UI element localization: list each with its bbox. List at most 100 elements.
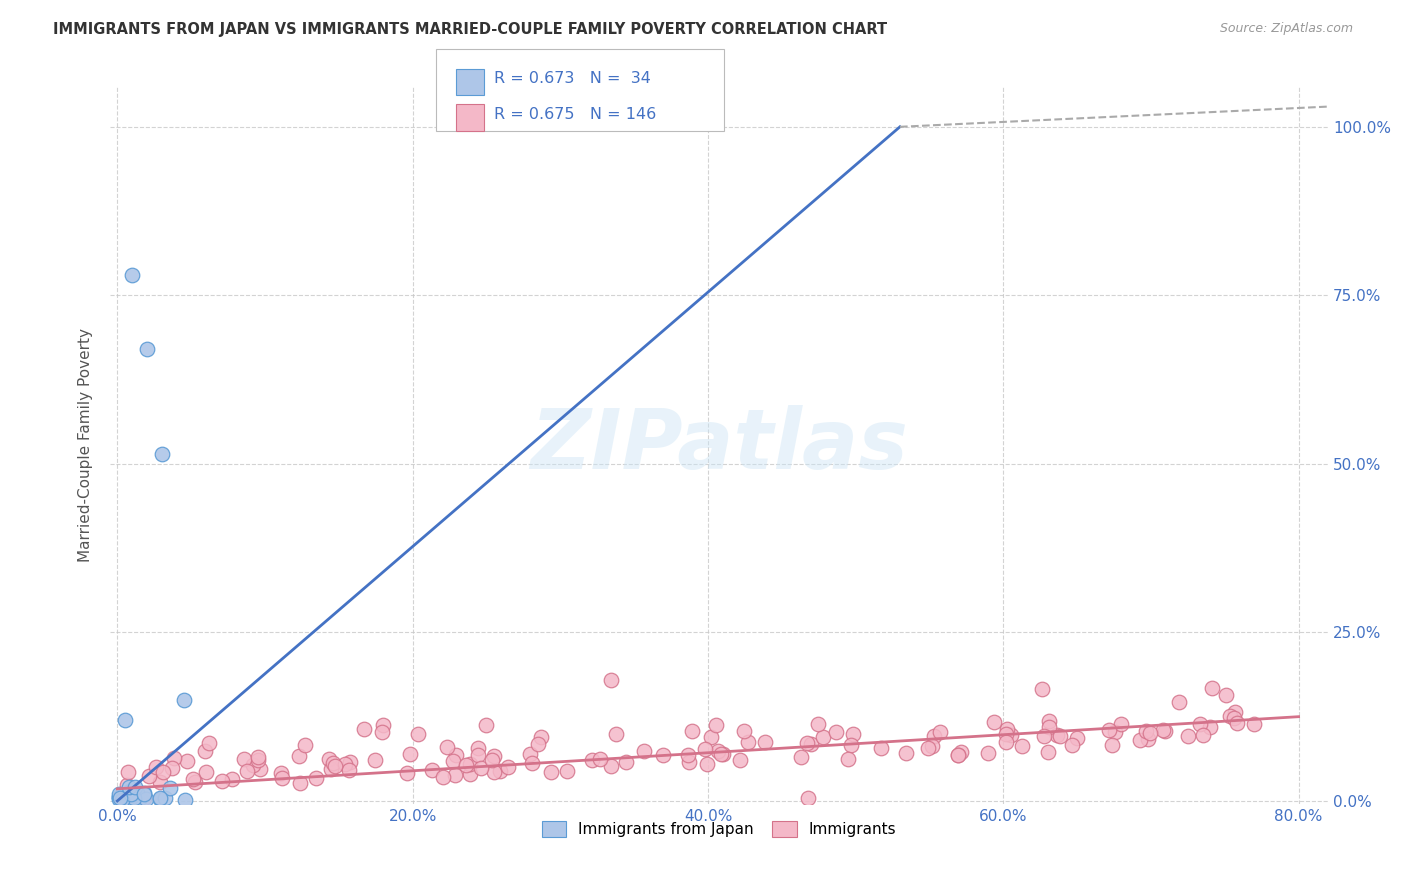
Point <box>807 717 830 731</box>
Point <box>458 757 481 772</box>
Point <box>111 791 134 805</box>
Point <box>1098 723 1121 737</box>
Point <box>921 739 943 754</box>
Point <box>633 744 655 758</box>
Point <box>371 725 394 739</box>
Point <box>115 778 138 792</box>
Point <box>149 791 172 805</box>
Point <box>1101 738 1123 752</box>
Point <box>693 741 716 756</box>
Point <box>519 747 541 762</box>
Point <box>527 737 550 751</box>
Point <box>733 723 755 738</box>
Point <box>145 760 167 774</box>
Point <box>1188 716 1211 731</box>
Point <box>1219 709 1241 723</box>
Point <box>796 736 818 750</box>
Point <box>482 764 505 779</box>
Point <box>1137 731 1160 746</box>
Point <box>651 748 673 763</box>
Point <box>1243 717 1265 731</box>
Point <box>1111 717 1133 731</box>
Text: Source: ZipAtlas.com: Source: ZipAtlas.com <box>1219 22 1353 36</box>
Point <box>242 758 264 772</box>
Point <box>711 747 734 761</box>
Point <box>482 749 505 764</box>
Point <box>710 747 733 761</box>
Point <box>700 731 723 745</box>
Point <box>496 760 519 774</box>
Point <box>983 715 1005 730</box>
Point <box>120 787 142 801</box>
Point <box>117 788 139 802</box>
Point <box>271 771 294 785</box>
Point <box>118 780 141 795</box>
Point <box>118 791 141 805</box>
Point <box>977 746 1000 760</box>
Point <box>737 735 759 749</box>
Point <box>288 775 311 789</box>
Point <box>917 741 939 756</box>
Point <box>530 730 553 744</box>
Point <box>1223 705 1246 719</box>
Point <box>194 744 217 758</box>
Point <box>135 792 157 806</box>
Point <box>114 789 136 804</box>
Point <box>605 727 627 741</box>
Point <box>149 775 172 789</box>
Point <box>994 735 1017 749</box>
Point <box>600 673 623 687</box>
Point <box>322 756 344 771</box>
Point <box>111 793 134 807</box>
Point <box>160 761 183 775</box>
Point <box>173 693 195 707</box>
Point <box>441 754 464 768</box>
Point <box>614 755 637 769</box>
Point <box>841 739 863 753</box>
Point <box>176 754 198 768</box>
Point <box>132 787 155 801</box>
Point <box>444 748 467 763</box>
Point <box>555 764 578 778</box>
Point <box>948 747 970 762</box>
Point <box>458 767 481 781</box>
Point <box>233 752 256 766</box>
Point <box>118 784 141 798</box>
Point <box>1135 724 1157 739</box>
Point <box>108 791 131 805</box>
Point <box>107 787 129 801</box>
Point <box>696 756 718 771</box>
Point <box>470 761 492 775</box>
Point <box>928 725 950 739</box>
Point <box>676 748 699 763</box>
Point <box>825 725 848 739</box>
Point <box>1066 731 1088 745</box>
Point <box>153 790 176 805</box>
Point <box>194 765 217 780</box>
Point <box>589 752 612 766</box>
Point <box>107 790 129 805</box>
Point <box>870 741 893 756</box>
Point <box>246 749 269 764</box>
Point <box>149 791 172 805</box>
Point <box>1104 725 1126 739</box>
Point <box>600 759 623 773</box>
Point <box>134 787 156 801</box>
Point <box>1154 723 1177 738</box>
Point <box>353 722 375 736</box>
Point <box>922 729 945 743</box>
Point <box>841 726 863 740</box>
Point <box>135 343 157 357</box>
Point <box>790 750 813 764</box>
Point <box>129 790 152 805</box>
Point <box>132 790 155 805</box>
Point <box>1038 714 1060 729</box>
Point <box>432 770 454 784</box>
Point <box>150 447 173 461</box>
Point <box>110 788 132 802</box>
Point <box>467 740 489 755</box>
Point <box>114 713 136 727</box>
Point <box>681 724 703 739</box>
Point <box>197 736 219 750</box>
Point <box>117 791 139 805</box>
